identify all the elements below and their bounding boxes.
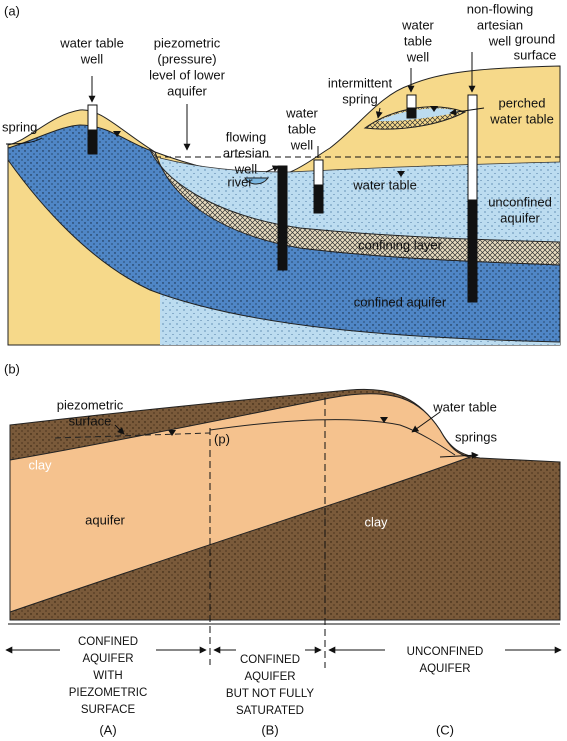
level-mark	[380, 417, 388, 423]
wells	[87, 94, 478, 303]
annotation: piezometric	[57, 397, 124, 412]
water-table-line	[159, 157, 561, 173]
annotation: flowing	[226, 129, 266, 144]
panel-b-drawing	[5, 388, 562, 668]
zone-letter: (B)	[261, 722, 278, 737]
panel-a-drawing	[7, 65, 561, 346]
annotation: well	[80, 51, 104, 66]
annotation: water table	[489, 111, 554, 126]
annotation: artesian	[223, 145, 269, 160]
annotation: well	[406, 49, 430, 64]
well	[277, 165, 288, 271]
water-table-line	[209, 419, 456, 456]
pointer	[449, 107, 485, 116]
annotation: piezometric	[154, 35, 221, 50]
pointer-arrows	[5, 52, 485, 435]
annotation: level of lower	[149, 67, 226, 82]
level-mark	[397, 171, 405, 177]
annotation: confining layer	[358, 237, 442, 252]
zone-label: WITH	[93, 670, 122, 682]
annotation: confined aquifer	[354, 294, 447, 309]
pointer	[265, 165, 280, 173]
well	[87, 129, 98, 155]
annotation: well	[290, 137, 314, 152]
well	[406, 94, 417, 109]
pointer	[411, 411, 441, 433]
piezometric-surface-line	[54, 432, 211, 439]
well	[313, 159, 324, 186]
pointer	[5, 137, 43, 145]
level-mark	[430, 106, 438, 112]
annotation: aquifer	[85, 512, 125, 527]
zone-label: AQUIFER	[419, 663, 470, 675]
zone-label: CONFINED	[78, 636, 138, 648]
level-mark	[113, 131, 121, 137]
annotation: aquifer	[500, 210, 540, 225]
zone-label: SURFACE	[81, 704, 136, 716]
confining-hatch	[150, 150, 560, 265]
panel-label: (b)	[4, 361, 20, 376]
zone-label: CONFINED	[240, 654, 300, 666]
zone-label: AQUIFER	[244, 671, 295, 683]
water-level-marks	[113, 106, 438, 177]
confined-dots	[8, 125, 560, 342]
annotation: table	[288, 121, 316, 136]
zone-letter: (C)	[436, 722, 454, 737]
annotation: aquifer	[167, 83, 207, 98]
well	[313, 184, 324, 214]
annotation: spring	[2, 119, 37, 134]
annotation: perched	[499, 95, 546, 110]
well	[467, 199, 478, 303]
springs-arrow	[439, 451, 479, 459]
annotation: artesian	[477, 17, 523, 32]
zone-label: AQUIFER	[82, 653, 133, 665]
perched-water	[378, 108, 460, 122]
zone-label: SATURATED	[236, 705, 304, 717]
annotation: (p)	[214, 431, 230, 446]
well	[87, 104, 98, 131]
annotation: ground	[515, 31, 555, 46]
river-water	[244, 177, 270, 185]
annotation: surface	[69, 413, 112, 428]
annotation: (pressure)	[157, 51, 216, 66]
annotation: non-flowing	[467, 1, 534, 16]
annotation: unconfined	[488, 194, 552, 209]
panel-label: (a)	[4, 3, 20, 18]
annotation: well	[234, 161, 258, 176]
annotation: intermittent	[328, 75, 393, 90]
pointer	[375, 107, 383, 119]
annotation: surface	[514, 47, 557, 62]
zone-label: PIEZOMETRIC	[69, 687, 148, 699]
level-mark	[168, 430, 176, 436]
annotation: river	[227, 174, 253, 189]
zone-label: BUT NOT FULLY	[226, 688, 315, 700]
annotation: spring	[342, 91, 377, 106]
annotation: clay	[28, 457, 52, 472]
well	[467, 94, 478, 201]
annotation: water	[285, 105, 318, 120]
well	[406, 107, 417, 119]
annotation: clay	[364, 514, 388, 529]
annotation: water table	[352, 177, 417, 192]
pointer	[114, 424, 125, 435]
annotation: springs	[455, 429, 497, 444]
annotation: water table	[59, 35, 124, 50]
annotation: table	[404, 33, 432, 48]
annotation: water	[401, 17, 434, 32]
zone-letter: (A)	[99, 722, 116, 737]
zone-label: UNCONFINED	[407, 646, 484, 658]
annotation: water table	[432, 399, 497, 414]
annotation: well	[488, 33, 512, 48]
aquifer	[9, 393, 472, 613]
